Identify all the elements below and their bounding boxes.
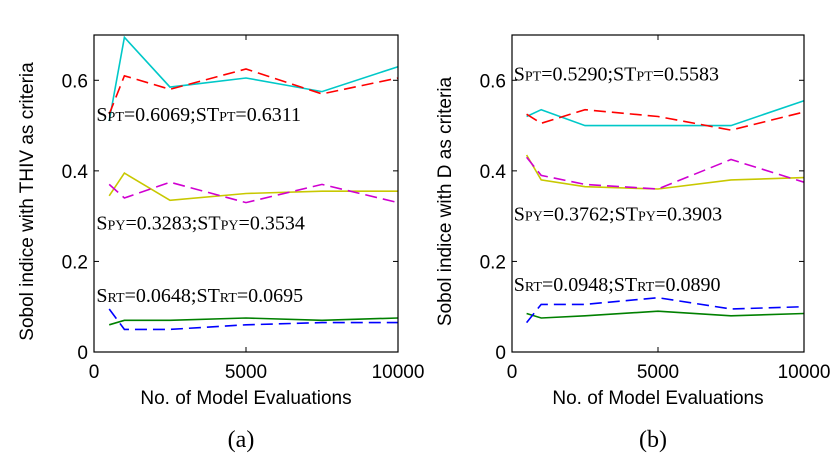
sobol-annotation-3: SRT=0.0648;STRT=0.0695 [96, 285, 303, 307]
annotation-text: =0.6069;ST [124, 104, 219, 126]
annotation-text: =0.0890 [654, 274, 720, 296]
sobol-annotation-1: SPT=0.6069;STPT=0.6311 [96, 104, 301, 126]
annotation-text: =0.3903 [656, 204, 722, 226]
annotation-subscript: PY [221, 219, 239, 234]
x-axis-label: No. of Model Evaluations [552, 388, 763, 409]
y-axis-label: Sobol indice with D as criteria [435, 76, 456, 326]
sobol-annotation-2: SPY=0.3762;STPY=0.3903 [514, 204, 722, 226]
annotation-text: S [96, 285, 107, 307]
series-line-5 [108, 317, 399, 326]
annotation-subscript: PT [219, 110, 236, 125]
x-tick-label: 5000 [637, 362, 679, 383]
y-axis-label: Sobol indice with THIV as criteria [17, 62, 38, 341]
x-tick-label: 5000 [225, 362, 267, 383]
annotation-subscript: PT [636, 69, 653, 84]
series-line-4 [108, 181, 399, 204]
annotation-subscript: RT [108, 291, 125, 306]
series-line-6 [108, 308, 398, 331]
annotation-text: S [514, 204, 525, 226]
annotation-subscript: RT [220, 291, 237, 306]
panel-label: (b) [639, 427, 667, 453]
annotation-subscript: PY [525, 210, 543, 225]
x-tick-label: 0 [507, 362, 518, 383]
annotation-text: S [96, 213, 107, 235]
series-line-2 [108, 68, 399, 115]
annotation-text: =0.5583 [653, 63, 719, 85]
annotation-text: =0.0648;ST [125, 285, 220, 307]
annotation-subscript: RT [637, 280, 654, 295]
annotation-text: =0.3283;ST [125, 213, 220, 235]
annotation-text: =0.0948;ST [542, 274, 637, 296]
y-tick-label: 0 [495, 343, 506, 364]
series-line-5 [526, 310, 805, 319]
annotation-text: =0.3762;ST [543, 204, 638, 226]
annotation-subscript: PT [108, 110, 125, 125]
x-tick-label: 10000 [778, 362, 831, 383]
series-line-1 [526, 99, 805, 127]
y-tick-label: 0.6 [480, 71, 506, 92]
y-tick-label: 0 [77, 343, 88, 364]
annotation-subscript: RT [525, 280, 542, 295]
annotation-subscript: PY [638, 210, 656, 225]
series-line-4 [525, 156, 805, 190]
sobol-annotation-3: SRT=0.0948;STRT=0.0890 [514, 274, 721, 296]
annotation-text: =0.3534 [239, 213, 305, 235]
y-tick-label: 0.2 [480, 252, 506, 273]
y-tick-label: 0.6 [62, 71, 88, 92]
annotation-text: =0.0695 [237, 285, 303, 307]
annotation-subscript: PY [108, 219, 126, 234]
sobol-annotation-1: SPT=0.5290;STPT=0.5583 [514, 63, 719, 85]
y-tick-label: 0.2 [62, 252, 88, 273]
panel-label: (a) [228, 427, 255, 453]
annotation-text: S [96, 104, 107, 126]
y-tick-label: 0.4 [480, 162, 507, 183]
series-line-6 [525, 296, 805, 324]
series-line-2 [526, 108, 805, 131]
series-line-3 [525, 154, 805, 190]
annotation-subscript: PT [525, 69, 542, 84]
x-tick-label: 0 [89, 362, 100, 383]
annotation-text: S [514, 63, 525, 85]
annotation-text: =0.6311 [235, 104, 301, 126]
annotation-text: =0.5290;ST [541, 63, 636, 85]
annotation-text: S [514, 274, 525, 296]
panel-a: 0 5000 1000000.20.40.6SPT=0.6069;STPT=0.63… [17, 34, 425, 453]
series-line-3 [108, 172, 398, 202]
y-tick-label: 0.4 [62, 162, 89, 183]
sobol-annotation-2: SPY=0.3283;STPY=0.3534 [96, 213, 304, 235]
x-tick-label: 10000 [372, 362, 425, 383]
x-axis-label: No. of Model Evaluations [140, 388, 351, 409]
series-line-1 [108, 35, 399, 122]
